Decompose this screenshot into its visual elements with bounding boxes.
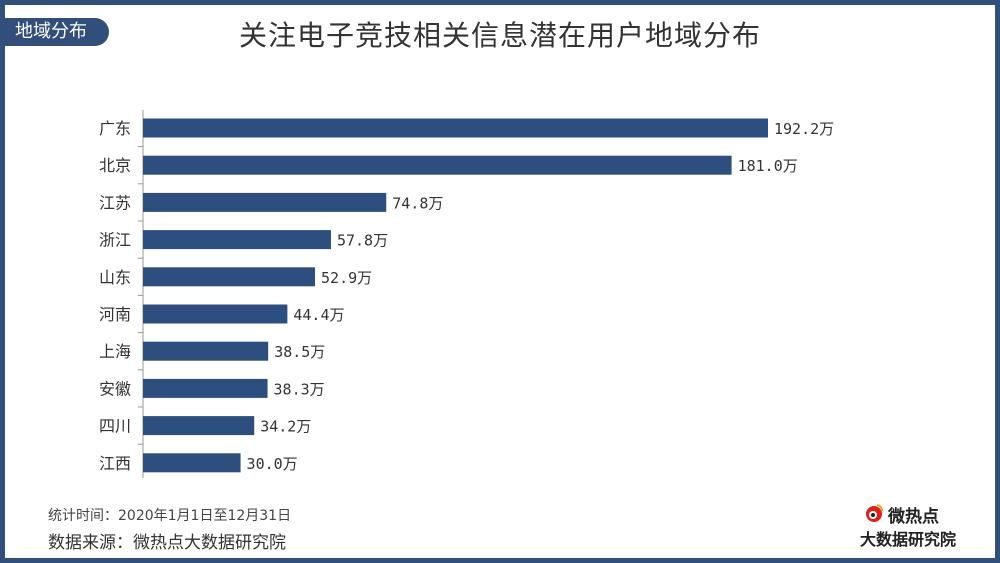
category-label: 江西 [99, 454, 131, 473]
value-label: 74.8万 [392, 194, 443, 212]
category-label: 河南 [99, 305, 131, 324]
value-label: 38.3万 [274, 380, 325, 398]
weibo-eye-icon [866, 504, 883, 522]
bar-广东 [143, 118, 768, 138]
category-label: 山东 [99, 268, 131, 287]
value-label: 30.0万 [247, 455, 298, 473]
value-label: 38.5万 [274, 343, 325, 361]
bar-北京 [143, 155, 732, 175]
category-label: 上海 [99, 342, 131, 361]
data-source: 数据来源：微热点大数据研究院 [48, 533, 286, 553]
value-label: 192.2万 [774, 120, 834, 138]
bar-安徽 [143, 378, 268, 398]
logo-bottom-text: 大数据研究院 [860, 530, 957, 549]
logo: 微热点 大数据研究院 [860, 502, 980, 550]
value-label: 44.4万 [293, 306, 344, 324]
category-label: 北京 [99, 156, 131, 175]
statistics-period: 统计时间：2020年1月1日至12月31日 [48, 508, 292, 524]
category-label: 江苏 [99, 193, 131, 212]
logo-top-text: 微热点 [888, 507, 939, 527]
bar-河南 [143, 304, 288, 324]
category-label: 广东 [99, 119, 131, 138]
value-label: 34.2万 [260, 418, 311, 436]
section-tag: 地域分布 [5, 18, 109, 46]
value-label: 181.0万 [738, 157, 798, 175]
bar-江苏 [143, 192, 387, 212]
category-label: 浙江 [99, 231, 131, 250]
bar-浙江 [143, 230, 331, 250]
category-label: 安徽 [99, 379, 131, 398]
value-label: 57.8万 [337, 232, 388, 250]
bar-上海 [143, 341, 269, 361]
bar-四川 [143, 416, 255, 436]
bar-山东 [143, 267, 316, 287]
chart-title: 关注电子竞技相关信息潜在用户地域分布 [238, 19, 761, 52]
value-label: 52.9万 [321, 269, 372, 287]
category-label: 四川 [99, 417, 131, 436]
bar-江西 [143, 453, 241, 473]
